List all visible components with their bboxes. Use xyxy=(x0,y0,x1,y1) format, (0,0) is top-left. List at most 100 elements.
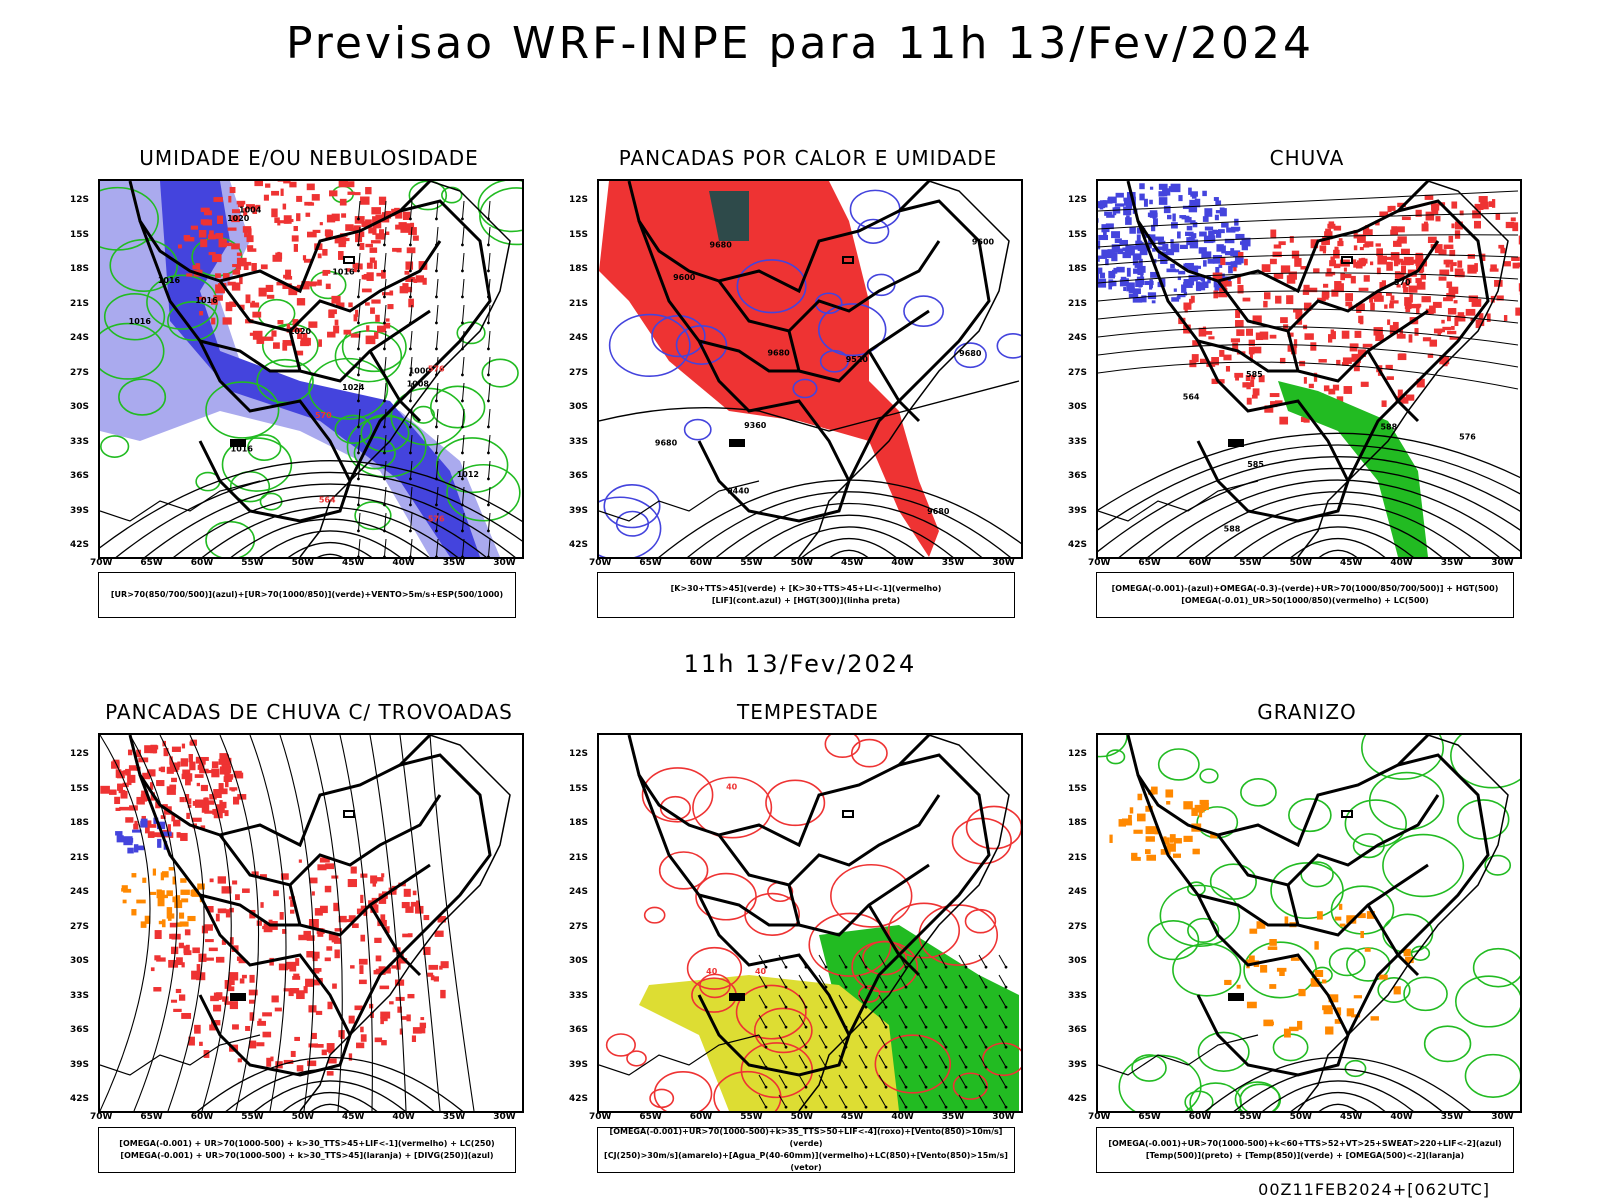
wind-arrow xyxy=(357,278,361,297)
thickness-contour xyxy=(115,471,522,557)
omega-red-dots xyxy=(1505,221,1515,229)
omega-red-dots xyxy=(1333,263,1341,269)
water-red-contour xyxy=(808,912,892,977)
thickness-red-dots xyxy=(282,342,288,351)
thickness-contour xyxy=(144,483,516,557)
storm-red-dots xyxy=(171,768,179,772)
omega-red-dots xyxy=(1503,315,1508,321)
wind-arrow xyxy=(487,399,490,403)
wind850-vector xyxy=(924,1065,928,1069)
storm-red-dots xyxy=(189,761,196,771)
storm-red-dots xyxy=(308,1043,318,1048)
storm-red-dots xyxy=(158,767,164,772)
lat-tick-label: 15S xyxy=(1068,783,1088,794)
omega-red-dots xyxy=(1345,301,1353,307)
omega500-orange-dots xyxy=(1154,826,1159,835)
lon-tick-label: 70W xyxy=(90,1112,113,1122)
omega-red-dots xyxy=(1439,356,1450,365)
wind850-vector xyxy=(758,1054,767,1068)
omega-red-dots xyxy=(1408,334,1413,343)
wind850-vector xyxy=(958,994,967,1008)
omega-blue-dots xyxy=(1114,238,1122,244)
humidity-green-contour xyxy=(479,187,522,246)
thickness-red-dots xyxy=(231,282,241,291)
hgt300-contour xyxy=(829,549,869,557)
storm-red-dots xyxy=(405,906,414,913)
storm-red-dots xyxy=(118,789,126,794)
storm-red-dots xyxy=(216,992,223,1000)
wind-arrow xyxy=(435,295,438,299)
thickness-red-dots xyxy=(404,270,410,275)
omega-red-dots xyxy=(1235,320,1244,328)
storm-red-dots xyxy=(402,933,412,938)
storm-red-dots xyxy=(403,888,411,897)
thickness-red-dots xyxy=(364,302,370,306)
omega-red-dots xyxy=(1255,332,1264,341)
hgt300-contour xyxy=(773,526,925,557)
omega500-orange-dots xyxy=(1137,793,1143,801)
water-red-contour xyxy=(686,946,743,990)
omega-red-dots xyxy=(1415,253,1420,262)
wind850-vector xyxy=(864,1065,868,1069)
streamline-250 xyxy=(189,735,232,1111)
storm-red-dots xyxy=(439,965,443,970)
lat-tick-label: 15S xyxy=(569,783,589,794)
wind-arrow xyxy=(409,503,412,507)
thickness-red-dots xyxy=(375,314,380,322)
wind-arrow xyxy=(435,217,438,221)
omega-red-dots xyxy=(1489,268,1499,272)
lat-tick-label: 12S xyxy=(569,195,589,205)
panel-title-3: CHUVA xyxy=(1269,146,1345,170)
lon-tick-label: 40W xyxy=(392,1112,415,1122)
omega-blue-dots xyxy=(1188,265,1199,274)
thickness-red-dots xyxy=(328,309,337,315)
thickness-red-dots xyxy=(338,251,344,260)
lat-tick-label: 15S xyxy=(70,783,90,794)
storm-red-dots xyxy=(236,772,244,779)
omega500-orange-dots xyxy=(1346,1008,1355,1017)
omega-red-dots xyxy=(1317,297,1326,302)
thickness-red-dots xyxy=(255,204,261,210)
omega-red-dots xyxy=(1252,388,1260,396)
omega500-orange-dots xyxy=(1263,1019,1274,1027)
contour-label: 576 xyxy=(1459,432,1476,441)
hgt500-contour xyxy=(1262,526,1414,557)
storm-orange-dots xyxy=(131,873,137,878)
lon-tick-label: 60W xyxy=(190,1112,214,1122)
lon-tick-label: 40W xyxy=(891,558,914,568)
thickness-red-dots xyxy=(303,258,312,263)
omega-red-dots xyxy=(1510,217,1516,222)
storm-red-dots xyxy=(127,774,136,783)
omega-blue-dots xyxy=(1184,217,1192,223)
thickness-red-dots xyxy=(210,298,218,305)
wind-arrow xyxy=(461,356,465,375)
wind-arrow xyxy=(409,477,412,481)
storm-red-dots xyxy=(142,772,151,780)
thickness-red-dots xyxy=(198,229,207,238)
omega-red-dots xyxy=(1389,300,1399,304)
lat-tick-label: 30S xyxy=(569,956,589,966)
wind-arrow xyxy=(409,330,413,349)
lat-tick-label: 18S xyxy=(70,264,90,274)
wind850-vector xyxy=(818,974,827,988)
thickness-red-dots xyxy=(412,235,419,241)
thickness-red-dots xyxy=(378,196,387,205)
thickness-red-dots xyxy=(350,333,361,338)
omega-red-dots xyxy=(1438,276,1447,281)
storm-red-dots xyxy=(188,754,193,763)
omega-red-dots xyxy=(1258,375,1265,383)
storm-red-dots xyxy=(154,955,161,961)
omega-red-dots xyxy=(1270,401,1278,408)
omega-red-dots xyxy=(1439,269,1450,276)
storm-red-dots xyxy=(200,784,208,792)
thickness-red-dots xyxy=(325,229,332,235)
map-panel-1: 1016 1016 1020 1020 1016 1016 1016 1024 1012 1008… xyxy=(98,179,524,559)
wind850-vector xyxy=(978,1074,987,1088)
temp850-green-contour xyxy=(1457,799,1510,840)
thickness-red-dots xyxy=(235,265,242,270)
water-red-contour xyxy=(753,1007,813,1054)
omega-blue-dots xyxy=(1194,198,1201,208)
lat-tick-label: 12S xyxy=(70,749,90,759)
storm-orange-dots xyxy=(136,899,146,904)
omega-red-dots xyxy=(1416,281,1426,290)
